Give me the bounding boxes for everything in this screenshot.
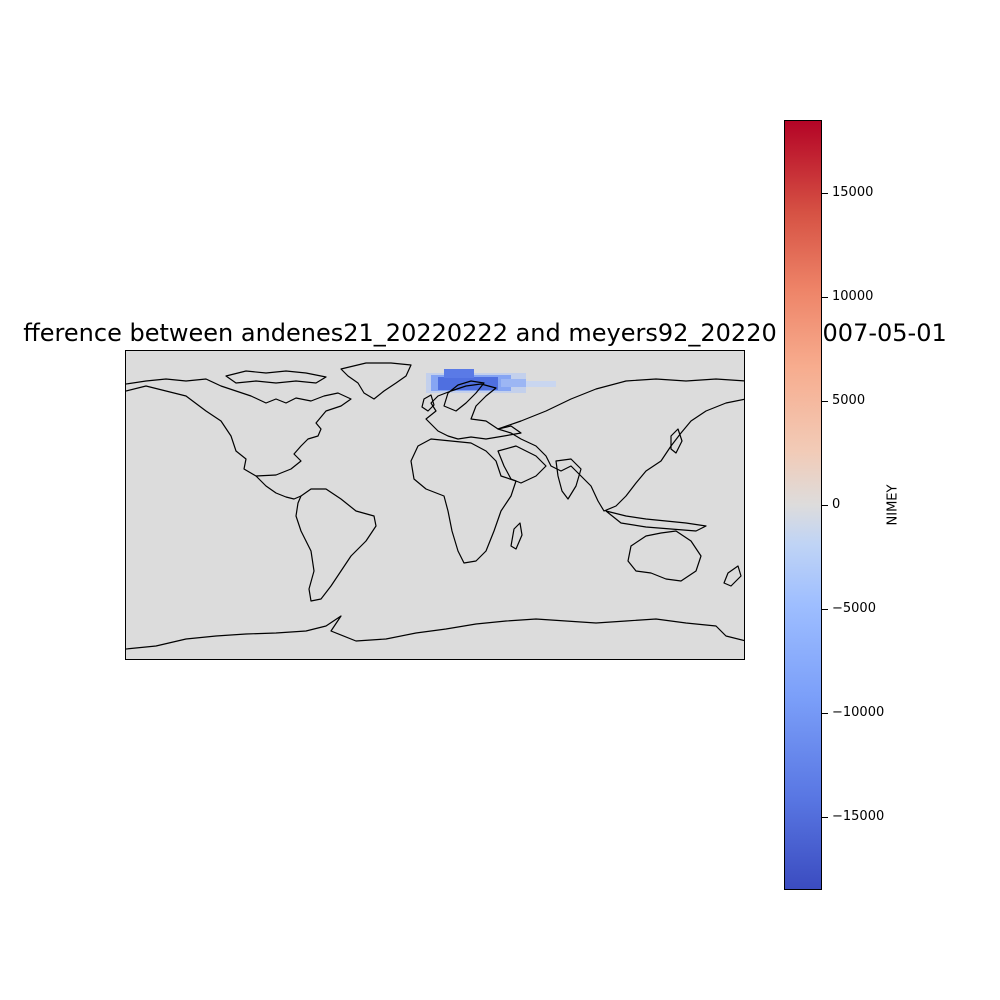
anomaly-patch (426, 369, 556, 393)
colorbar-gradient (784, 120, 822, 890)
coast-antarctica (126, 615, 744, 650)
colorbar-tick (822, 609, 828, 611)
coast-scandinavia (443, 380, 485, 412)
coast-north-america (126, 378, 352, 477)
colorbar-tick-label: −5000 (832, 601, 876, 617)
colorbar-tick (822, 505, 828, 506)
coast-central-america (255, 475, 302, 500)
colorbar-tick-label: −15000 (832, 809, 885, 825)
coast-europe (425, 383, 522, 440)
world-map (126, 362, 744, 650)
coast-arctic-islands (225, 370, 327, 384)
map-axes (125, 350, 745, 660)
colorbar-tick (822, 296, 828, 298)
anomaly-cell-east (501, 379, 526, 387)
coast-asia (497, 378, 744, 512)
colorbar-tick (822, 400, 828, 402)
coast-british-isles (421, 394, 435, 412)
colorbar-label: NIMEY (885, 484, 901, 526)
coast-indonesia (605, 510, 707, 532)
anomaly-cell-strong (438, 377, 498, 390)
anomaly-cell-strong-north (444, 369, 474, 378)
coast-new-zealand (723, 565, 742, 587)
colorbar-tick-label: 15000 (832, 184, 874, 200)
anomaly-cell-far-east (526, 381, 556, 387)
coast-japan (670, 428, 683, 454)
map-title: fference between andenes21_20220222 and … (0, 318, 1000, 348)
coast-madagascar (510, 522, 523, 550)
colorbar-tick-label: −10000 (832, 705, 885, 721)
coast-arabia (497, 445, 547, 484)
colorbar-tick-label: 5000 (832, 392, 866, 408)
colorbar-tick-label: 0 (832, 497, 841, 512)
coast-south-america (295, 488, 377, 602)
coast-africa (410, 438, 517, 564)
coastlines (126, 362, 744, 650)
colorbar (784, 120, 824, 890)
colorbar-tick (822, 192, 828, 194)
colorbar-tick (822, 817, 828, 819)
coast-australia (627, 530, 702, 582)
coast-greenland (340, 362, 412, 400)
colorbar-tick-label: 10000 (832, 288, 874, 304)
coast-india (555, 458, 582, 500)
colorbar-tick (822, 713, 828, 715)
